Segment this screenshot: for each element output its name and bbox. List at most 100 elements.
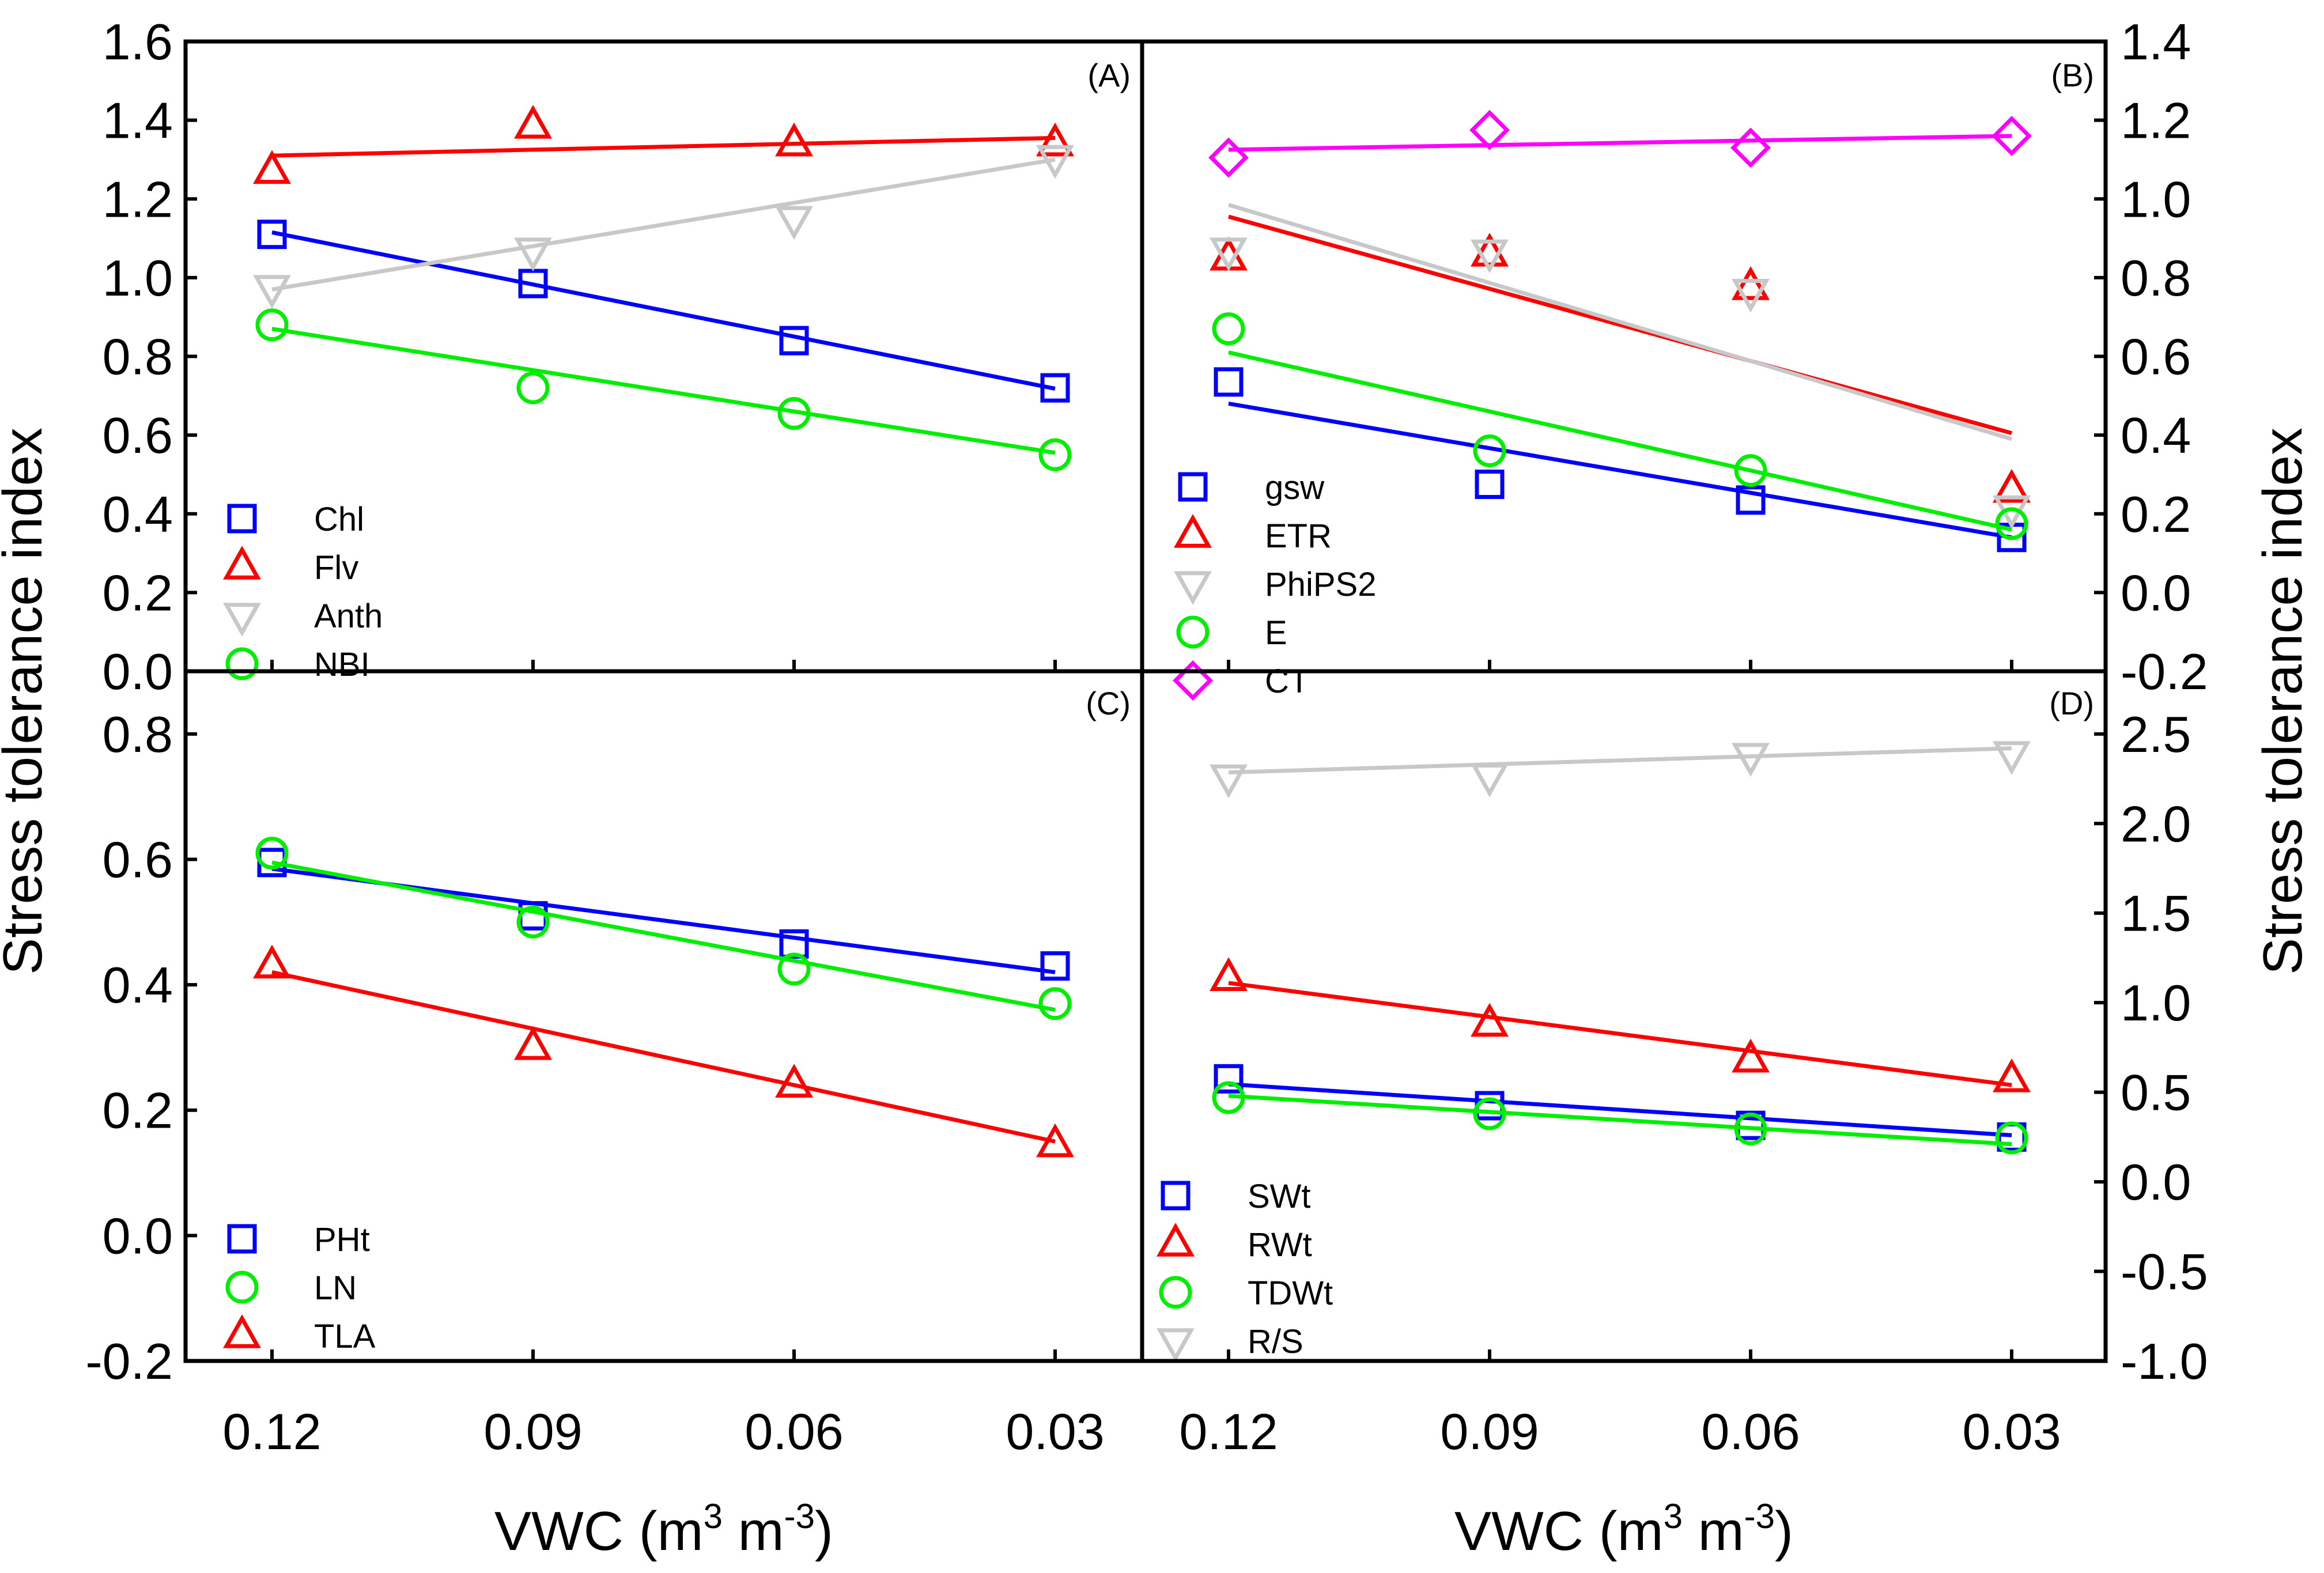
y-axis-title-left: Stress tolerance index [0,428,54,975]
fit-line [271,970,1056,1144]
fit-line [1228,134,2012,152]
legend-label: ETR [1265,517,1332,555]
y-tick-label: -0.2 [85,1333,173,1390]
y-tick-label: 0.4 [2121,407,2191,464]
y-tick-label: 0.0 [2121,1154,2191,1211]
y-tick-label: 0.0 [2121,564,2191,621]
legend-swatch [1157,1223,1195,1257]
data-point [1732,266,1770,300]
panel-label: (C) [1086,685,1131,721]
data-point [1734,454,1767,487]
data-point [779,326,809,356]
y-tick-label: 1.2 [103,171,173,228]
x-tick-label: 0.06 [1701,1403,1800,1460]
data-point [777,397,811,430]
x-tick-label: 0.12 [1179,1403,1278,1460]
fit-line [271,157,1056,292]
panel-a: 0.0 0.2 0.4 0.6 0.8 1.0 1.2 1.4 1.6 (A) Chl Flv Anth… [103,13,1131,700]
legend-swatch [227,504,257,534]
data-point [775,1064,813,1098]
data-point [775,122,813,157]
y-tick-label: 0.6 [2121,328,2191,385]
legend-label: Flv [314,549,358,587]
data-point [1732,743,1770,777]
legend-label: gsw [1265,469,1325,506]
legend-swatch [1174,571,1212,605]
legend-label: TDWt [1248,1275,1333,1312]
legend-swatch [1176,615,1210,649]
y-tick-label: 0.2 [103,1082,173,1139]
y-tick-label: 1.4 [103,92,173,149]
data-point [516,905,550,939]
y-tick-label: 0.4 [103,486,173,543]
y-tick-label: -1.0 [2121,1333,2208,1390]
data-point [1995,507,2028,540]
fit-line [271,860,1056,1012]
y-tick-label: 1.2 [2121,92,2191,149]
legend-label: CT [1265,663,1309,700]
data-point [1473,1097,1506,1130]
series-gsw [1214,367,2027,553]
y-tick-label: 0.8 [103,706,173,763]
x-tick-label: 0.09 [483,1403,582,1460]
y-tick-label: 1.5 [2121,885,2191,942]
data-point [1471,1003,1509,1037]
data-point [1208,137,1249,178]
data-point [255,837,289,870]
fit-line [271,230,1056,391]
legend-label: Chl [314,501,364,538]
series-chl [257,220,1070,403]
y-tick-label: 2.0 [2121,795,2191,852]
data-point [1993,741,2031,775]
data-point [1214,1064,1244,1094]
data-point [514,237,552,271]
data-point [1475,1091,1505,1121]
series-e [1212,312,2028,540]
data-point [514,104,552,139]
data-point [1210,764,1248,799]
legend-swatch [225,647,259,680]
x-tick-label: 0.09 [1440,1403,1539,1460]
data-point [514,1026,552,1060]
legend-label: TLA [314,1318,376,1355]
legend-label: PhiPS2 [1265,566,1376,603]
data-point [1469,109,1510,150]
legend-swatch [1157,1328,1195,1362]
data-point [777,952,811,986]
data-point [1036,122,1074,157]
y-tick-label: 1.0 [2121,171,2191,228]
data-point [1473,434,1506,467]
legend-swatch [223,603,261,637]
data-point [1212,312,1245,346]
legend-label: RWt [1248,1226,1312,1264]
x-axis-title-right: VWC (m3 m-3) [1454,1497,1793,1562]
data-point [1036,145,1074,179]
data-point [1471,232,1509,267]
x-tick-label: 0.06 [745,1403,843,1460]
panel-b: -0.2 0.0 0.2 0.4 0.6 0.8 1.0 1.2 1.4 (B) gsw ETR Phi… [1173,13,2208,701]
fit-line [1228,981,2012,1087]
y-tick-label: 0.2 [2121,486,2191,543]
data-point [1210,957,1248,991]
series-phips2 [1210,203,2031,530]
legend: SWt RWt TDWt R/S [1157,1178,1333,1362]
data-point [1214,367,1244,397]
data-point [1730,127,1771,168]
legend-label: SWt [1248,1178,1311,1215]
data-point [1992,116,2032,156]
legend-swatch [225,1270,259,1304]
legend-label: E [1265,614,1287,652]
panel-label: (D) [2049,685,2094,721]
data-point [255,308,289,342]
series-ct [1208,109,2032,178]
legend-label: Anth [314,598,383,635]
legend-label: NBI [314,646,370,683]
y-tick-label: -0.5 [2121,1243,2208,1300]
panel-d: -1.0 -0.5 0.0 0.5 1.0 1.5 2.0 2.5 (D) SWt RWt TDWt R… [1157,685,2208,1390]
series-nbi [255,308,1072,471]
legend: PHt LN TLA [223,1221,376,1355]
data-point [253,150,291,184]
x-tick-label: 0.03 [1006,1403,1104,1460]
x-axis-title-left: VWC (m3 m-3) [494,1497,833,1562]
legend-label: LN [314,1269,357,1307]
